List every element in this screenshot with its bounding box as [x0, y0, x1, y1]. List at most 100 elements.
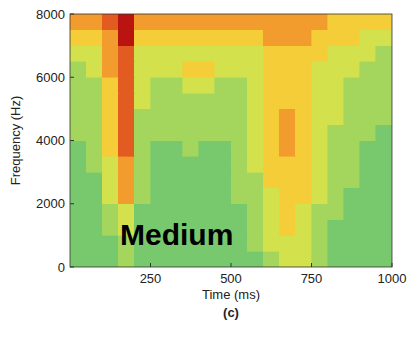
cell	[134, 188, 150, 204]
cell	[295, 14, 311, 30]
cell	[199, 172, 215, 188]
cell	[247, 46, 263, 62]
cell	[183, 172, 199, 188]
cell	[295, 77, 311, 93]
cell	[70, 141, 86, 157]
x-tick	[311, 263, 312, 267]
x-tick	[231, 263, 232, 267]
cell	[376, 109, 392, 125]
cell	[86, 141, 102, 157]
cell	[167, 77, 183, 93]
cell	[102, 188, 118, 204]
cell	[263, 188, 279, 204]
cell	[247, 156, 263, 172]
cell	[118, 172, 134, 188]
cell	[344, 188, 360, 204]
cell	[199, 125, 215, 141]
y-tick	[70, 77, 74, 78]
cell	[167, 61, 183, 77]
cell	[376, 125, 392, 141]
x-tick	[392, 263, 393, 267]
cell	[279, 156, 295, 172]
cell	[199, 188, 215, 204]
cell	[183, 156, 199, 172]
cell	[102, 30, 118, 46]
cell	[279, 14, 295, 30]
cell	[215, 30, 231, 46]
cell	[376, 30, 392, 46]
annotation: Medium	[120, 218, 233, 251]
cell	[134, 77, 150, 93]
cell	[102, 109, 118, 125]
cell	[183, 30, 199, 46]
cell	[231, 141, 247, 157]
cell	[134, 14, 150, 30]
cell	[70, 61, 86, 77]
cell	[376, 188, 392, 204]
cell	[344, 156, 360, 172]
cell	[167, 251, 183, 267]
cell	[279, 125, 295, 141]
cell	[312, 109, 328, 125]
cell	[295, 204, 311, 220]
cell	[215, 61, 231, 77]
cell	[344, 220, 360, 236]
cell	[231, 156, 247, 172]
cell	[263, 125, 279, 141]
cell	[86, 251, 102, 267]
cell	[360, 141, 376, 157]
cell	[328, 156, 344, 172]
cell	[360, 93, 376, 109]
cell	[360, 109, 376, 125]
cell	[328, 188, 344, 204]
cell	[118, 141, 134, 157]
cell	[231, 61, 247, 77]
cell	[70, 172, 86, 188]
cell	[279, 251, 295, 267]
cell	[215, 125, 231, 141]
cell	[295, 93, 311, 109]
cell	[151, 125, 167, 141]
cell	[376, 61, 392, 77]
cell	[151, 93, 167, 109]
cell	[312, 30, 328, 46]
cell	[312, 235, 328, 251]
cell	[231, 235, 247, 251]
cell	[86, 172, 102, 188]
cell	[328, 204, 344, 220]
cell	[134, 93, 150, 109]
cell	[312, 46, 328, 62]
cell	[344, 30, 360, 46]
cell	[247, 251, 263, 267]
y-axis-title: Frequency (Hz)	[8, 96, 23, 186]
cell	[199, 46, 215, 62]
cell	[70, 14, 86, 30]
cell	[118, 125, 134, 141]
cell	[86, 77, 102, 93]
cell	[360, 188, 376, 204]
cell	[247, 220, 263, 236]
cell	[312, 77, 328, 93]
cell	[118, 93, 134, 109]
cell	[231, 188, 247, 204]
cell	[247, 188, 263, 204]
cell	[231, 93, 247, 109]
cell	[295, 109, 311, 125]
cell	[231, 30, 247, 46]
cell	[70, 77, 86, 93]
cell	[231, 14, 247, 30]
cell	[151, 77, 167, 93]
cell	[102, 172, 118, 188]
cell	[102, 14, 118, 30]
cell	[279, 235, 295, 251]
cell	[295, 188, 311, 204]
cell	[263, 46, 279, 62]
cell	[295, 172, 311, 188]
cell	[376, 251, 392, 267]
cell	[312, 93, 328, 109]
cell	[312, 251, 328, 267]
x-tick-label: 750	[301, 271, 323, 286]
cell	[86, 235, 102, 251]
cell	[231, 109, 247, 125]
cell	[344, 172, 360, 188]
